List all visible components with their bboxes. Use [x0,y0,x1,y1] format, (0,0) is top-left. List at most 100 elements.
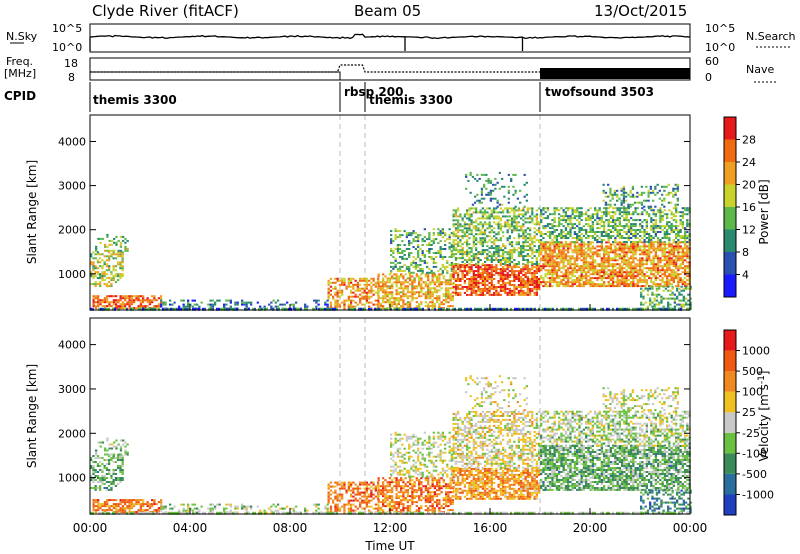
velocity-cell [119,479,122,481]
power-cell [526,278,529,280]
power-cell [442,307,444,311]
power-cell [497,293,500,296]
power-cell [481,243,484,246]
power-cell [663,213,666,216]
power-cell [463,268,466,271]
power-cell [571,207,574,210]
power-cell [447,293,450,296]
power-cell [412,307,414,311]
velocity-cell [94,485,97,487]
power-cell [386,285,389,288]
power-cell [625,277,628,280]
power-cell [513,249,516,252]
power-cell [677,251,680,254]
power-cell [382,283,385,286]
power-cell [499,239,502,242]
power-cell [470,276,473,278]
power-cell [184,305,187,308]
power-cell [630,263,633,266]
power-cell [142,297,145,300]
power-cell [621,249,624,252]
power-cell [591,247,594,250]
power-cell [596,283,599,286]
power-cell [616,217,619,220]
power-cell [106,295,109,298]
power-cell [591,251,594,254]
power-cell [480,173,483,176]
power-cell [643,219,646,222]
power-cell [560,235,563,237]
power-cell [560,237,563,239]
power-cell [672,245,675,248]
power-cell [654,265,657,268]
power-cell [345,285,348,288]
power-cell [151,301,154,304]
power-cell [212,307,214,311]
power-cell [431,303,434,306]
power-cell [596,245,599,248]
power-cell [472,227,475,230]
power-cell [479,251,482,254]
power-cell [374,299,377,302]
power-cell [124,305,127,308]
power-cell [365,295,368,298]
power-cell [668,281,671,284]
velocity-cell [90,479,93,481]
power-cell [492,189,495,192]
power-cell [495,247,498,250]
power-cell [442,277,445,280]
power-cell [636,201,639,204]
power-cell [420,287,423,290]
power-cell [497,272,500,275]
power-cell [655,289,659,292]
power-cell [591,223,594,226]
power-cell [540,265,543,268]
power-cell [668,255,671,258]
power-cell [522,245,525,248]
velocity-cell [119,481,122,483]
power-cell [440,281,443,284]
power-cell [622,199,626,202]
power-cell [607,203,610,206]
power-cell [422,293,425,296]
power-cell [193,303,196,306]
power-cell [526,211,529,214]
power-cell [564,243,568,246]
power-cell [117,263,120,266]
power-cell [650,229,653,231]
power-cell [641,257,644,260]
power-cell [418,275,421,278]
power-cell [591,263,594,266]
power-cell [403,257,406,260]
power-cell [524,266,527,269]
power-cell [112,275,115,278]
power-cell [488,291,491,294]
power-cell [668,251,671,254]
power-cell [391,305,394,308]
power-cell [338,279,342,282]
power-cell [558,213,561,216]
power-cell [428,271,431,274]
power-cell [640,307,642,311]
power-cell [428,238,431,241]
power-cell [466,261,469,263]
power-cell [314,307,316,311]
power-cell [580,233,583,235]
power-cell [686,231,689,233]
power-cell [632,241,635,243]
power-cell [454,293,458,296]
power-cell [412,261,415,264]
power-cell [495,223,498,226]
power-cell [616,233,619,235]
power-cell [142,307,144,311]
power-cell [614,259,617,262]
power-cell [679,251,682,254]
power-cell [645,267,648,270]
power-cell [641,211,644,214]
power-cell [560,251,563,254]
power-cell [531,239,534,242]
power-cell [452,270,455,273]
power-cell [110,285,113,288]
velocity-cell [94,457,97,459]
power-cell [618,279,621,282]
